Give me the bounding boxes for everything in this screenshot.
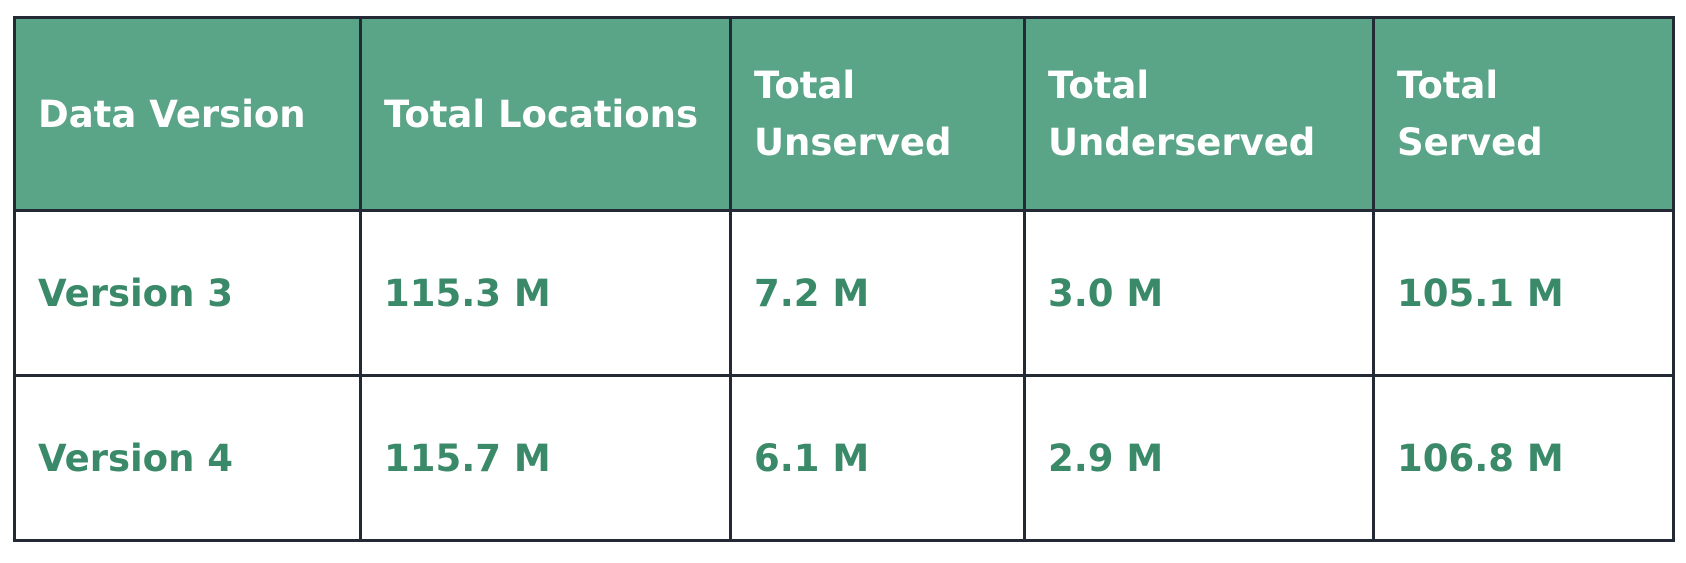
row: Version 4 115.7 M 6.1 M 2.9 M 106.8 M: [13, 374, 1675, 542]
row: Version 3 115.3 M 7.2 M 3.0 M 105.1 M: [13, 209, 1675, 377]
cell: 7.2 M: [729, 209, 1026, 377]
header-cell: Total Served: [1372, 16, 1675, 212]
cell: Version 4: [13, 374, 362, 542]
header-cell: Data Version: [13, 16, 362, 212]
data-table: Data Version Total Locations Total Unser…: [13, 16, 1675, 542]
cell: 106.8 M: [1372, 374, 1675, 542]
cell: Version 3: [13, 209, 362, 377]
cell: 115.3 M: [359, 209, 732, 377]
cell: 6.1 M: [729, 374, 1026, 542]
header-cell: Total Unserved: [729, 16, 1026, 212]
header-cell: Total Locations: [359, 16, 732, 212]
cell: 105.1 M: [1372, 209, 1675, 377]
cell: 115.7 M: [359, 374, 732, 542]
header-cell: Total Underserved: [1023, 16, 1375, 212]
cell: 3.0 M: [1023, 209, 1375, 377]
cell: 2.9 M: [1023, 374, 1375, 542]
header-row: Data Version Total Locations Total Unser…: [13, 16, 1675, 212]
